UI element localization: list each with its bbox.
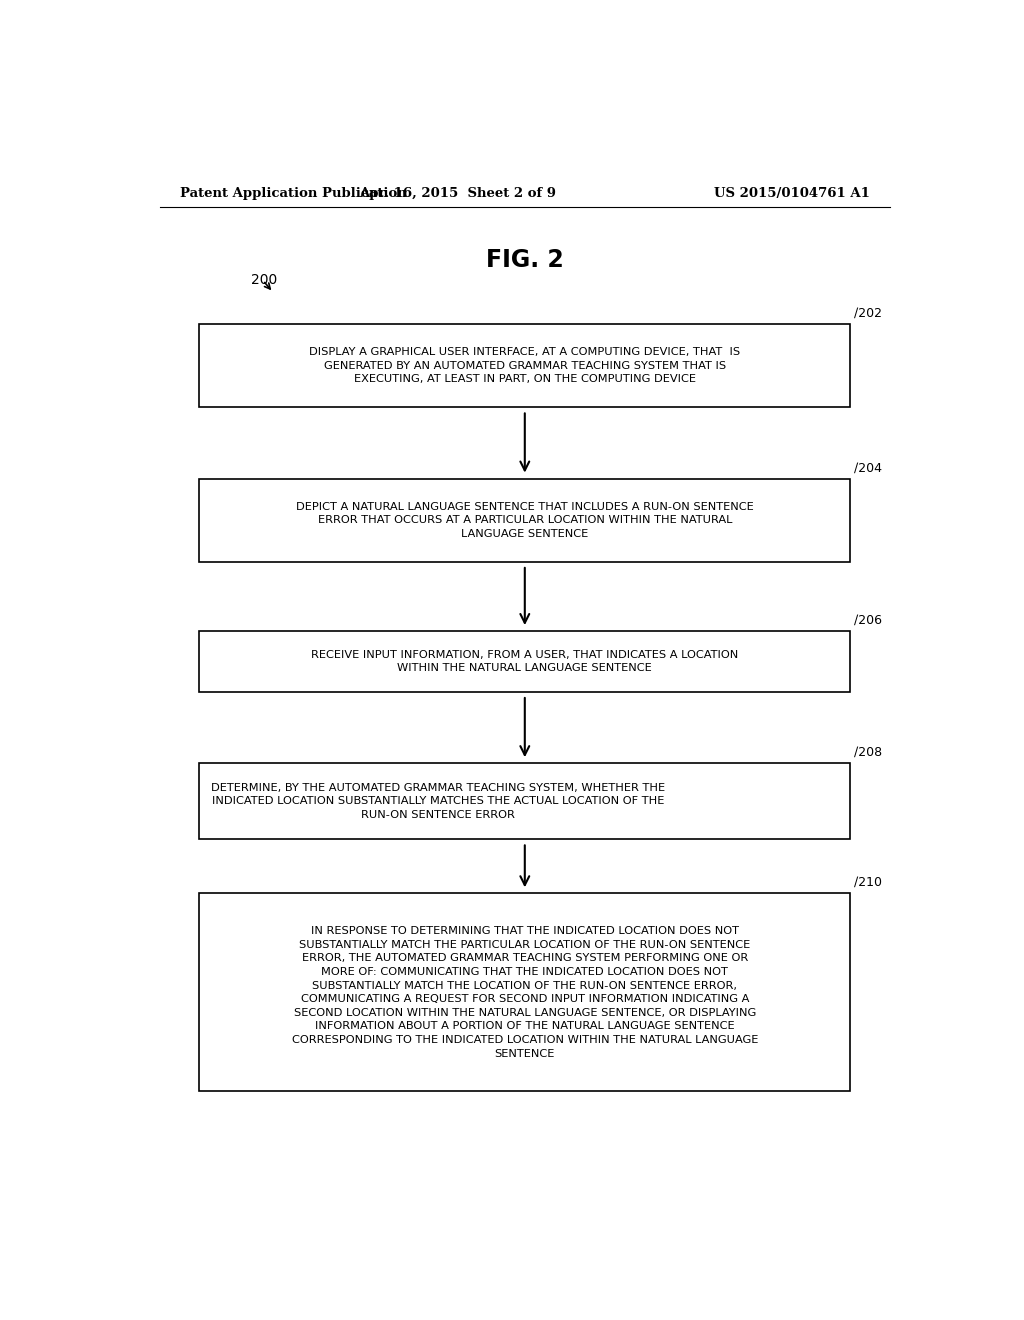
Text: DEPICT A NATURAL LANGUAGE SENTENCE THAT INCLUDES A RUN-ON SENTENCE
ERROR THAT OC: DEPICT A NATURAL LANGUAGE SENTENCE THAT …	[296, 502, 754, 539]
Text: ∕206: ∕206	[854, 614, 882, 627]
Text: US 2015/0104761 A1: US 2015/0104761 A1	[714, 187, 870, 201]
Text: Patent Application Publication: Patent Application Publication	[179, 187, 407, 201]
Bar	[200, 325, 850, 408]
Text: RECEIVE INPUT INFORMATION, FROM A USER, THAT INDICATES A LOCATION
WITHIN THE NAT: RECEIVE INPUT INFORMATION, FROM A USER, …	[311, 649, 738, 673]
Bar	[200, 763, 850, 840]
Text: ∕202: ∕202	[854, 308, 882, 319]
Text: ∕210: ∕210	[854, 876, 882, 890]
Text: 200: 200	[251, 273, 278, 288]
Text: DISPLAY A GRAPHICAL USER INTERFACE, AT A COMPUTING DEVICE, THAT  IS
GENERATED BY: DISPLAY A GRAPHICAL USER INTERFACE, AT A…	[309, 347, 740, 384]
Bar	[200, 479, 850, 562]
Text: IN RESPONSE TO DETERMINING THAT THE INDICATED LOCATION DOES NOT
SUBSTANTIALLY MA: IN RESPONSE TO DETERMINING THAT THE INDI…	[292, 927, 758, 1059]
Bar	[200, 894, 850, 1092]
Text: ∕204: ∕204	[854, 462, 882, 474]
Bar	[200, 631, 850, 692]
Text: FIG. 2: FIG. 2	[486, 248, 563, 272]
Text: Apr. 16, 2015  Sheet 2 of 9: Apr. 16, 2015 Sheet 2 of 9	[358, 187, 556, 201]
Text: DETERMINE, BY THE AUTOMATED GRAMMAR TEACHING SYSTEM, WHETHER THE
INDICATED LOCAT: DETERMINE, BY THE AUTOMATED GRAMMAR TEAC…	[211, 783, 666, 820]
Text: ∕208: ∕208	[854, 746, 883, 759]
